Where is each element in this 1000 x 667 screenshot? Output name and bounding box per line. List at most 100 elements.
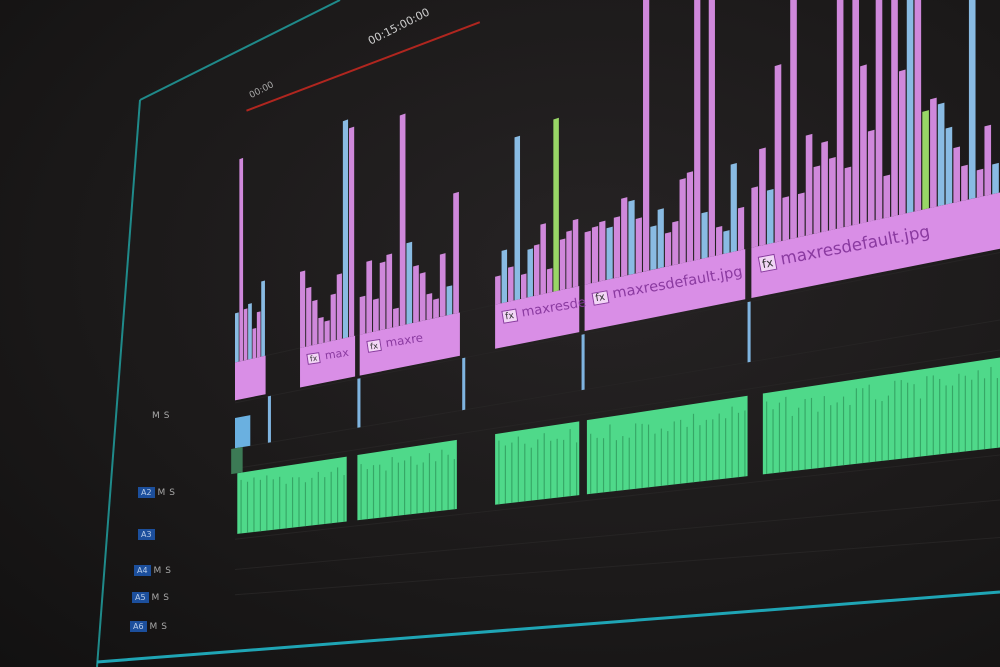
video-clip-layer[interactable] (342, 119, 349, 339)
solo-button[interactable]: S (163, 411, 174, 421)
video-clip-layer[interactable] (553, 117, 559, 292)
video-clip-layer[interactable] (953, 146, 960, 203)
video-clip-layer[interactable] (239, 157, 244, 362)
video-clip[interactable] (751, 192, 1000, 299)
video-clip-layer[interactable] (621, 197, 628, 277)
audio-track-header-a5[interactable]: A5 MS (132, 592, 173, 603)
audio-track-header-a4[interactable]: A4 MS (134, 565, 175, 576)
video-clip-layer[interactable] (883, 174, 891, 219)
video-clip-layer[interactable] (650, 225, 657, 271)
video-clip-layer[interactable] (508, 266, 514, 302)
video-clip-layer[interactable] (829, 157, 836, 231)
video-clip-layer[interactable] (243, 308, 248, 361)
video-clip-layer[interactable] (613, 216, 621, 279)
video-clip-layer[interactable] (373, 298, 379, 332)
video-clip-layer[interactable] (898, 69, 906, 215)
video-clip-layer[interactable] (566, 230, 572, 289)
video-clip-layer[interactable] (235, 312, 239, 363)
video-clip-layer[interactable] (324, 320, 330, 343)
video-clip-layer[interactable] (844, 166, 852, 228)
track-name[interactable]: A4 (134, 565, 151, 576)
audio-track-header-a1[interactable]: MS (152, 411, 173, 421)
video-clip-layer[interactable] (248, 303, 252, 360)
video-clip-layer[interactable] (774, 64, 782, 243)
video-clip-layer[interactable] (805, 133, 813, 236)
mute-button[interactable]: M (152, 411, 164, 421)
video-clip[interactable] (495, 285, 580, 349)
video-clip[interactable] (235, 355, 266, 401)
solo-button[interactable]: S (161, 622, 171, 632)
video-clip-layer[interactable] (922, 110, 929, 210)
video-clip-layer[interactable] (520, 273, 527, 299)
video-clip-layer[interactable] (790, 0, 797, 240)
video-clip-layer[interactable] (723, 230, 730, 254)
video-clip-layer[interactable] (643, 0, 650, 272)
video-clip-layer[interactable] (751, 186, 758, 248)
video-clip-layer[interactable] (572, 218, 579, 288)
video-clip-layer[interactable] (836, 0, 844, 229)
video-clip-layer[interactable] (256, 311, 261, 358)
track-name[interactable]: A2 (138, 487, 155, 498)
video-clip-layer[interactable] (813, 165, 821, 234)
video-clip-layer[interactable] (945, 126, 953, 205)
mute-button[interactable]: M (157, 488, 170, 498)
solo-button[interactable]: S (169, 488, 179, 498)
video-clip-layer[interactable] (891, 0, 898, 217)
video-clip-layer[interactable] (797, 192, 805, 238)
video-clip-layer[interactable] (635, 217, 642, 274)
video-clip-layer[interactable] (664, 231, 672, 267)
video-clip-layer[interactable] (930, 97, 937, 209)
video-clip[interactable] (359, 312, 460, 376)
video-clip-layer[interactable] (759, 147, 766, 247)
video-clip-layer[interactable] (782, 196, 790, 241)
video-clip-layer[interactable] (399, 113, 406, 326)
video-clip-layer[interactable] (708, 0, 715, 258)
video-clip-layer[interactable] (546, 268, 553, 294)
video-clip-layer[interactable] (501, 249, 508, 304)
track-name[interactable]: A3 (138, 529, 155, 540)
video-clip-layer[interactable] (527, 248, 533, 298)
video-clip-layer[interactable] (393, 307, 399, 328)
video-clip-layer[interactable] (591, 226, 599, 284)
video-clip[interactable] (300, 335, 356, 388)
video-clip-layer[interactable] (672, 220, 679, 266)
video-clip-layer[interactable] (379, 261, 386, 331)
video-clip-layer[interactable] (533, 244, 540, 297)
video-clip-layer[interactable] (961, 164, 968, 202)
mute-button[interactable]: M (153, 566, 166, 576)
video-clip-layer[interactable] (766, 188, 774, 245)
video-clip-layer[interactable] (312, 299, 318, 346)
video-clip-layer[interactable] (606, 226, 613, 280)
video-clip-layer[interactable] (252, 327, 257, 359)
video-clip-layer[interactable] (701, 211, 708, 259)
audio-clip-small[interactable] (231, 447, 243, 475)
video-clip[interactable] (584, 249, 746, 332)
video-clip-layer[interactable] (821, 141, 828, 233)
video-clip-layer[interactable] (679, 178, 686, 264)
video-clip-layer[interactable] (426, 293, 433, 320)
video-clip-layer[interactable] (875, 0, 883, 221)
video-clip-layer[interactable] (318, 316, 324, 344)
video-clip-layer[interactable] (446, 285, 453, 316)
video-clip-layer[interactable] (599, 220, 606, 282)
track-name[interactable]: A5 (132, 592, 149, 603)
video-clip-layer[interactable] (540, 223, 546, 295)
video-clip-layer[interactable] (937, 102, 945, 207)
video-clip-layer[interactable] (730, 162, 737, 253)
video-clip-layer[interactable] (860, 64, 867, 224)
video-clip-layer[interactable] (737, 206, 745, 251)
video-clip-layer[interactable] (584, 230, 591, 285)
audio-track-header-a6[interactable]: A6 MS (130, 621, 171, 632)
video-clip-layer[interactable] (694, 0, 701, 261)
video-clip-layer[interactable] (852, 0, 859, 226)
video-clip-layer[interactable] (906, 0, 914, 214)
video-clip-layer[interactable] (686, 171, 694, 263)
video-clip-layer[interactable] (413, 265, 419, 323)
track-name[interactable]: A6 (130, 621, 147, 632)
solo-button[interactable]: S (165, 566, 175, 576)
audio-track-header-a2[interactable]: A2 MS (138, 487, 179, 498)
video-clip-layer[interactable] (716, 226, 723, 256)
video-clip-layer[interactable] (359, 295, 366, 335)
video-clip-layer[interactable] (419, 272, 426, 322)
video-clip-layer[interactable] (348, 126, 355, 338)
